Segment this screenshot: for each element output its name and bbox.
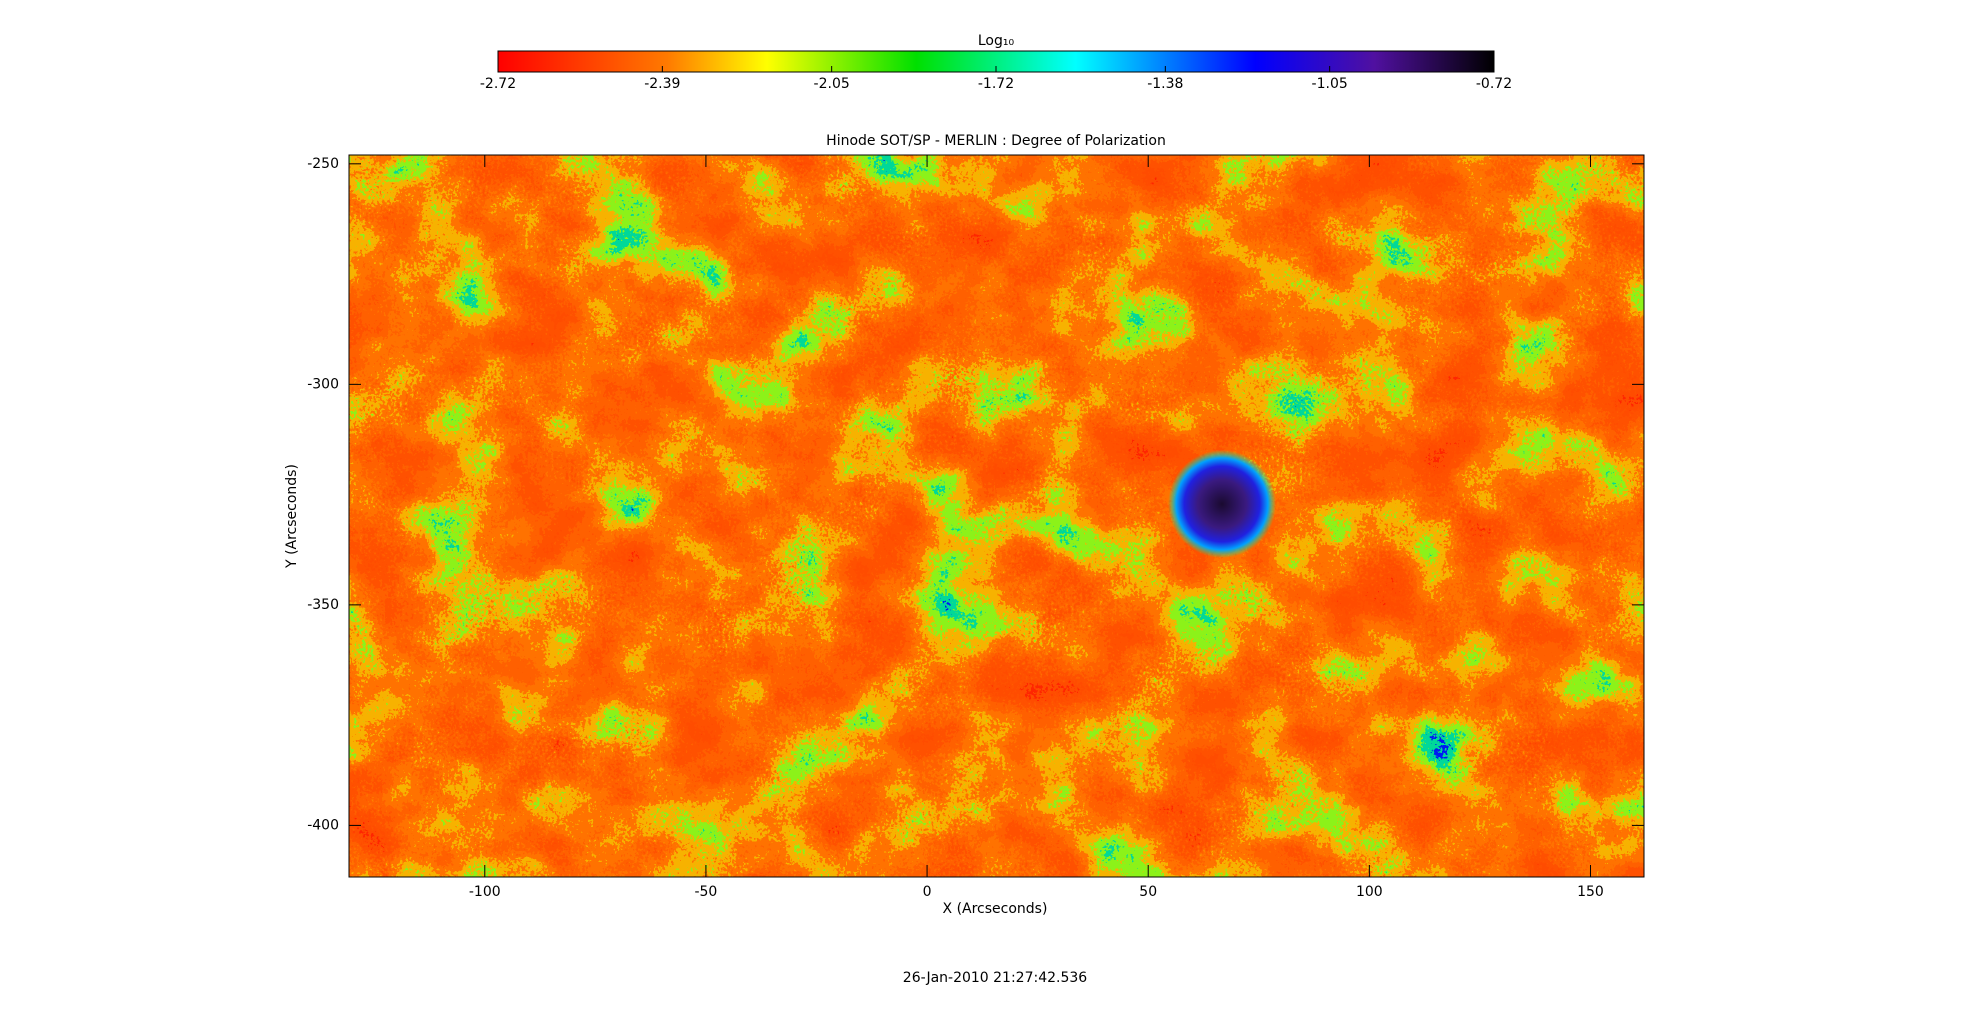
x-tick-label: -50 bbox=[694, 884, 717, 900]
colorbar-tick-label: -0.72 bbox=[1476, 76, 1512, 92]
colorbar-tick-label: -2.39 bbox=[644, 76, 680, 92]
y-tick-label: -400 bbox=[307, 817, 339, 833]
y-tick-label: -350 bbox=[307, 597, 339, 613]
x-tick-label: 100 bbox=[1356, 884, 1383, 900]
x-tick-label: 150 bbox=[1577, 884, 1604, 900]
plot-frame bbox=[348, 154, 1645, 878]
colorbar-tick-label: -1.72 bbox=[978, 76, 1014, 92]
y-tick-label: -300 bbox=[307, 376, 339, 392]
colorbar-tick-label: -2.72 bbox=[480, 76, 516, 92]
chart-title: Hinode SOT/SP - MERLIN : Degree of Polar… bbox=[826, 133, 1166, 149]
colorbar-tick-label: -1.05 bbox=[1312, 76, 1348, 92]
sunspot bbox=[1168, 450, 1276, 558]
colorbar-tick-label: -2.05 bbox=[814, 76, 850, 92]
colorbar-tick-label: -1.38 bbox=[1147, 76, 1183, 92]
colorbar-label: Log₁₀ bbox=[978, 33, 1015, 49]
x-tick-label: 0 bbox=[923, 884, 932, 900]
y-axis-label: Y (Arcseconds) bbox=[284, 464, 300, 569]
x-tick-label: 50 bbox=[1139, 884, 1157, 900]
x-axis-label: X (Arcseconds) bbox=[943, 901, 1048, 917]
x-tick-label: -100 bbox=[469, 884, 501, 900]
solar-map bbox=[349, 155, 1644, 877]
timestamp: 26-Jan-2010 21:27:42.536 bbox=[903, 970, 1087, 986]
y-tick-label: -250 bbox=[307, 156, 339, 172]
